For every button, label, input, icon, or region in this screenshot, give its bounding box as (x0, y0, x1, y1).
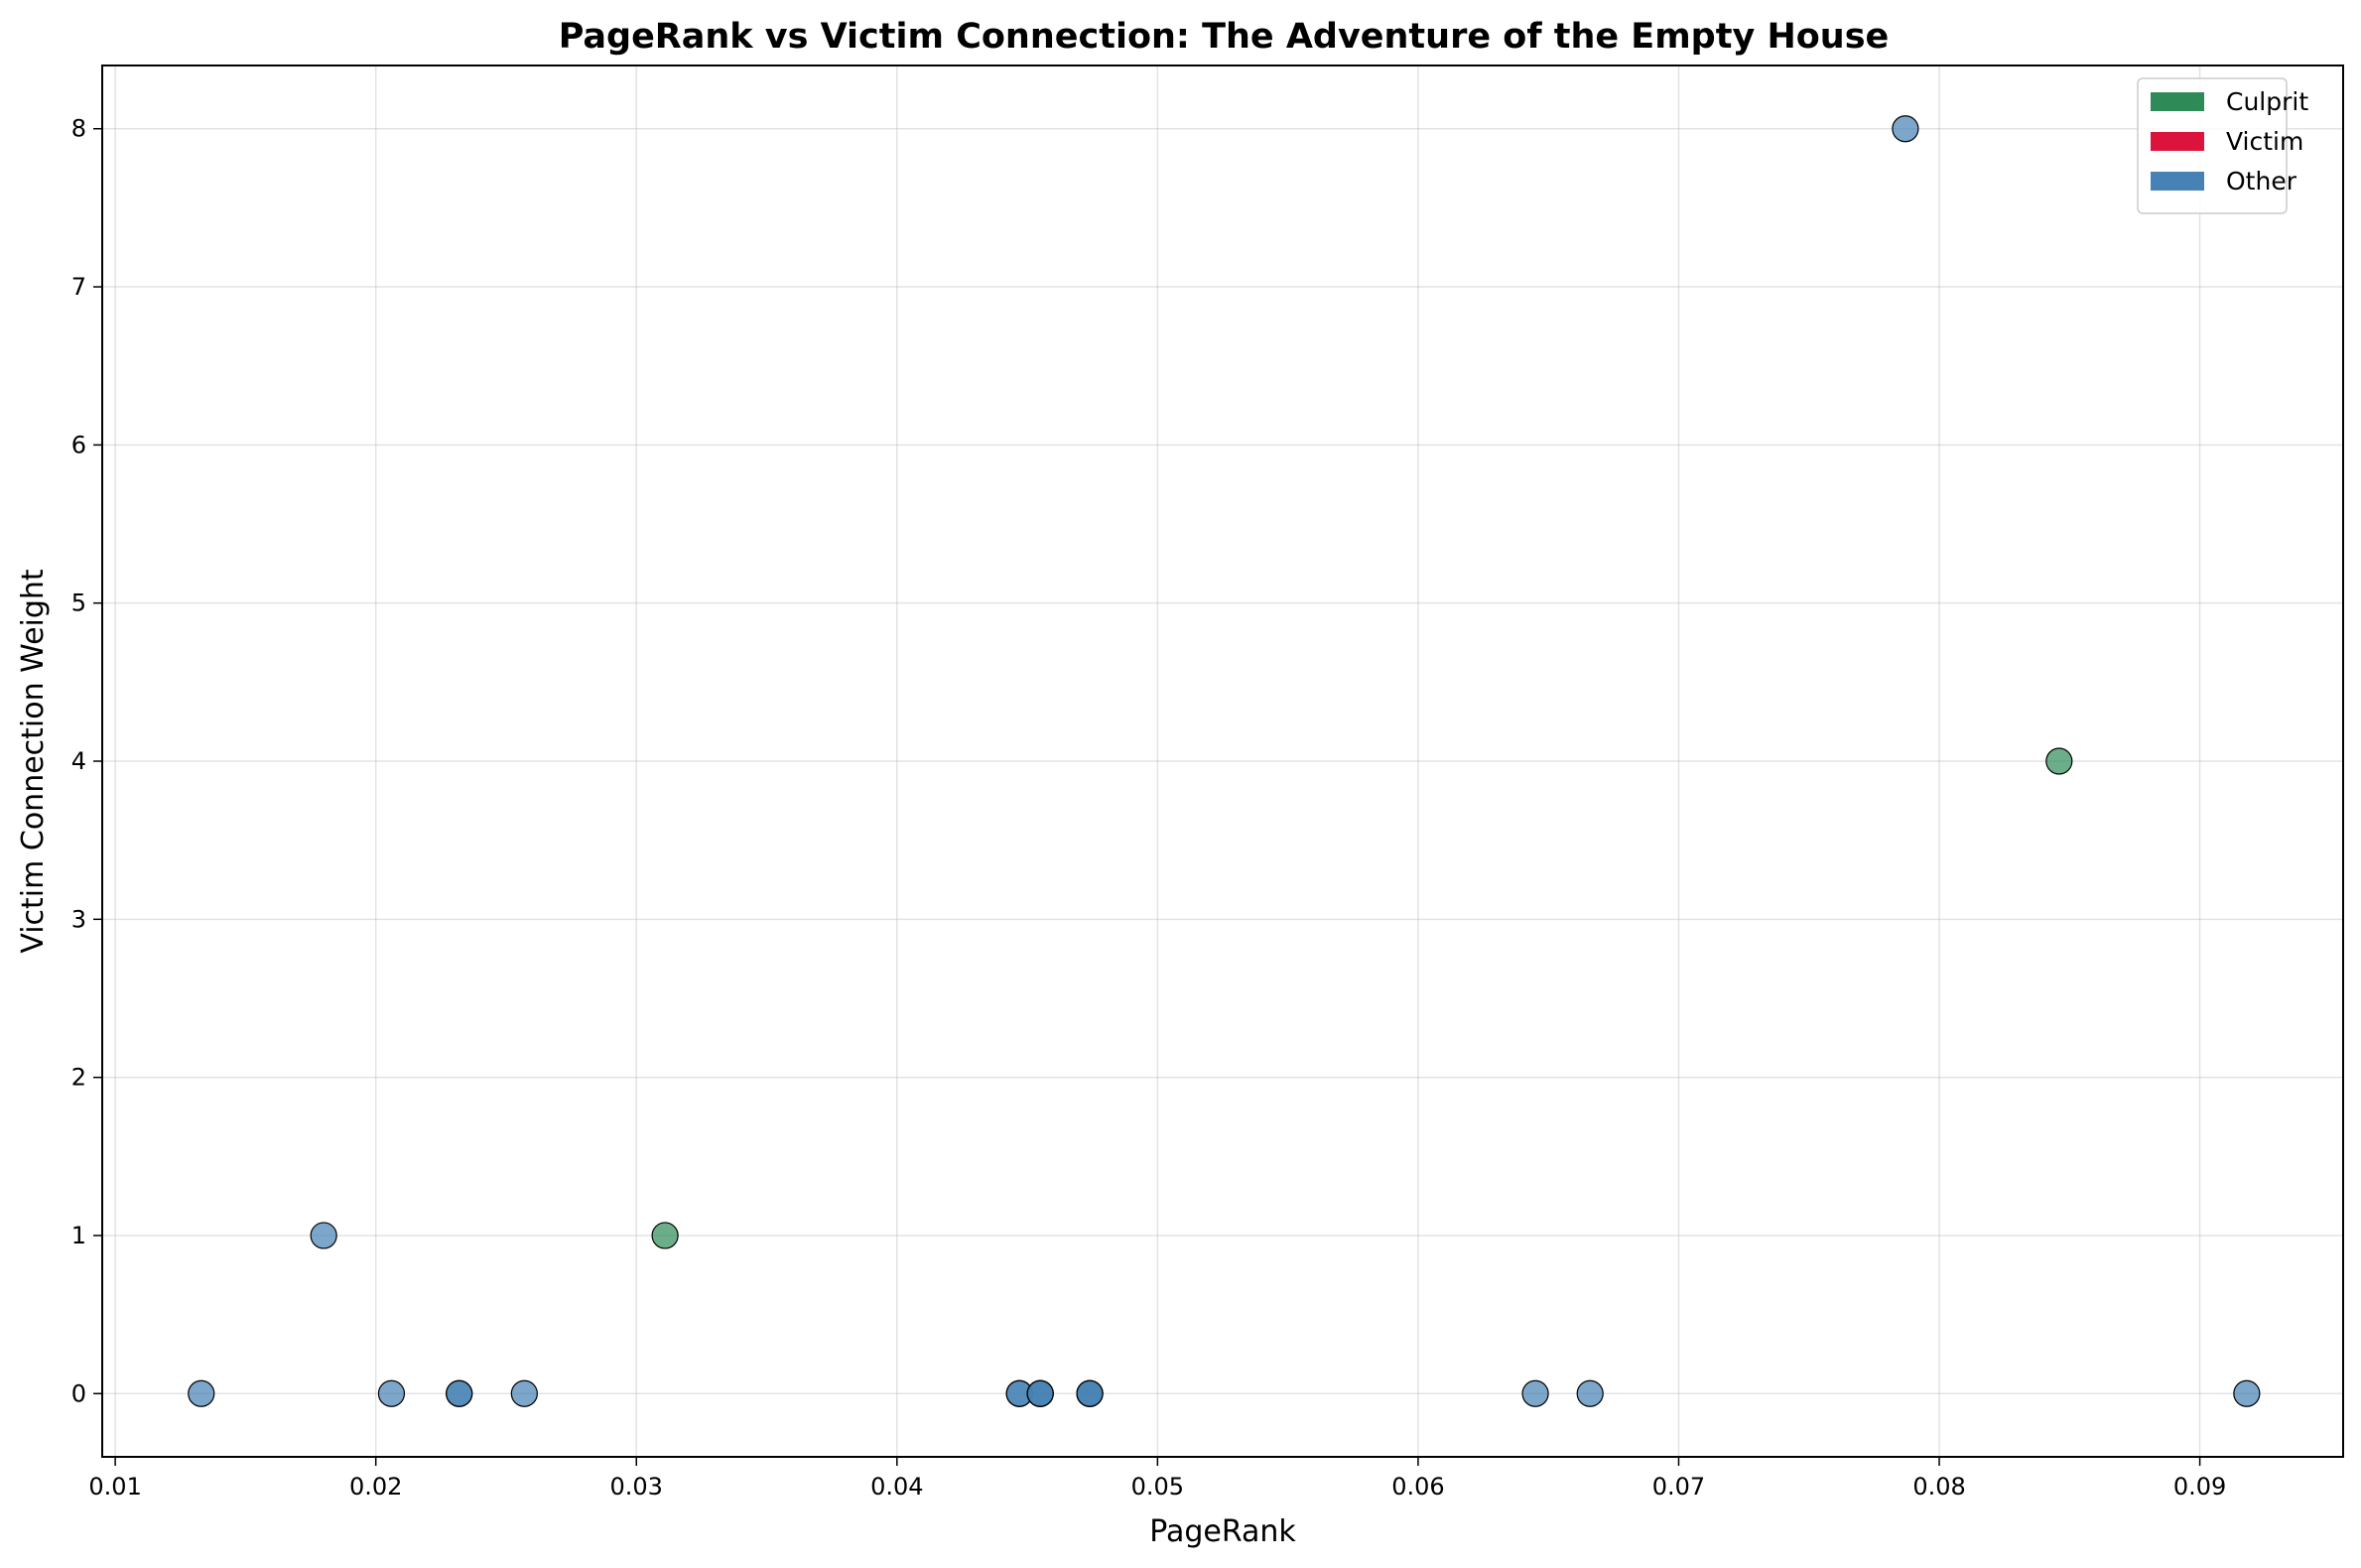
data-point-culprit (2045, 747, 2073, 775)
grid-layer (102, 65, 2343, 1457)
chart-title: PageRank vs Victim Connection: The Adven… (559, 17, 1890, 57)
plot-frame (101, 65, 2344, 1458)
legend-items: Culprit Victim Other (2151, 87, 2308, 196)
legend-label-culprit: Culprit (2226, 87, 2308, 116)
x-tick-label: 0.08 (1912, 1473, 1965, 1501)
legend: Culprit Victim Other (2137, 77, 2308, 214)
legend-swatch-other (2151, 172, 2204, 191)
y-tick-label: 0 (71, 1379, 86, 1407)
data-point-other (1576, 1379, 1604, 1407)
y-tick-label: 1 (71, 1222, 86, 1249)
data-point-culprit (651, 1222, 679, 1249)
legend-label-victim: Victim (2226, 127, 2303, 156)
legend-swatch-victim (2151, 132, 2204, 151)
data-point-other (1076, 1379, 1104, 1407)
x-tick-label: 0.03 (610, 1473, 663, 1501)
data-point-other (310, 1222, 337, 1249)
data-point-other (510, 1379, 538, 1407)
y-tick-label: 2 (71, 1064, 86, 1092)
x-tick-label: 0.06 (1391, 1473, 1444, 1501)
y-axis-label: Victim Connection Weight (16, 569, 51, 954)
x-tick-label: 0.01 (88, 1473, 141, 1501)
legend-swatch-culprit (2151, 92, 2204, 111)
legend-label-other: Other (2226, 167, 2297, 196)
tick-layer: 0.01 0.02 0.03 0.04 0.05 0.06 0.07 0.08 0.09 0 1 2 3… (71, 115, 2227, 1501)
data-point-other (188, 1379, 215, 1407)
x-tick-label: 0.02 (349, 1473, 402, 1501)
y-tick-label: 5 (71, 589, 86, 617)
x-tick-label: 0.05 (1131, 1473, 1184, 1501)
x-tick-label: 0.04 (870, 1473, 923, 1501)
data-point-other (377, 1379, 406, 1407)
x-tick-label: 0.07 (1652, 1473, 1705, 1501)
data-point-other (1892, 115, 1919, 143)
y-tick-label: 6 (71, 431, 86, 458)
y-tick-label: 3 (71, 905, 86, 933)
x-axis-label: PageRank (1149, 1514, 1296, 1549)
y-tick-label: 7 (71, 273, 86, 301)
data-point-other (1026, 1379, 1054, 1407)
data-point-other (446, 1379, 473, 1407)
points-layer (188, 115, 2261, 1407)
data-point-other (1521, 1379, 1549, 1407)
data-point-other (2233, 1379, 2261, 1407)
y-tick-label: 8 (71, 115, 86, 143)
x-tick-label: 0.09 (2173, 1473, 2226, 1501)
y-tick-label: 4 (71, 747, 86, 775)
